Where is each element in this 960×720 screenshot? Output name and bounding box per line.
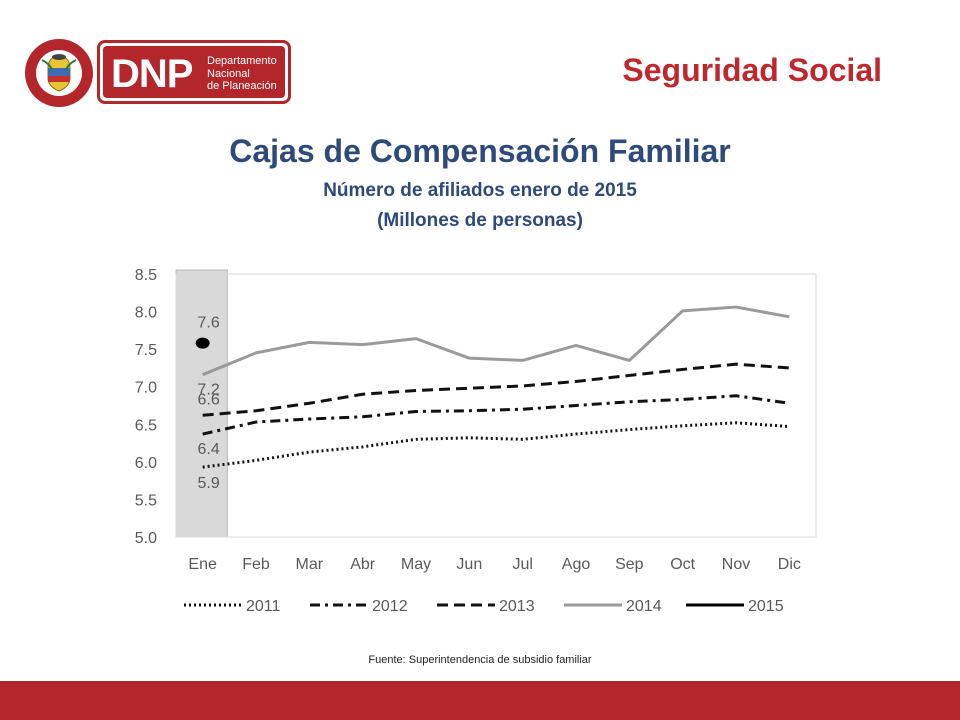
series-line-2011: [202, 421, 790, 469]
series-point-2015: [195, 337, 210, 349]
highlight-band: [175, 269, 228, 538]
y-tick-label: 7.0: [135, 380, 157, 397]
x-tick-label: Sep: [615, 556, 644, 573]
plot-frame: [175, 273, 817, 538]
legend-label: 2011: [246, 598, 281, 615]
x-tick-label: May: [401, 556, 431, 573]
series-line-2012: [202, 394, 790, 436]
x-tick-label: Jun: [456, 556, 482, 573]
brand-name-line: Departamento: [207, 55, 277, 67]
x-tick-label: Feb: [242, 556, 270, 573]
y-tick-label: 5.5: [135, 492, 157, 509]
series-line-2013: [202, 362, 790, 417]
legend-label: 2012: [372, 598, 408, 615]
y-tick-label: 6.5: [135, 417, 157, 434]
source-note: Fuente: Superintendencia de subsidio fam…: [368, 654, 592, 666]
dnp-logo: DNP Departamento Nacional de Planeación: [24, 38, 292, 108]
y-tick-label: 8.0: [135, 305, 157, 322]
footer-bar: [0, 681, 960, 720]
x-tick-label: Dic: [778, 556, 801, 573]
chart-title: Cajas de Compensación Familiar: [229, 133, 731, 169]
legend-label: 2013: [499, 598, 535, 615]
series-line-2014: [202, 305, 790, 377]
brand-name-line: Nacional: [207, 67, 250, 80]
y-tick-label: 6.0: [135, 455, 157, 472]
x-tick-label: Abr: [350, 556, 376, 573]
x-tick-label: Oct: [670, 556, 695, 573]
y-tick-label: 5.0: [135, 530, 157, 547]
chart-subtitle: Número de afiliados enero de 2015: [323, 180, 637, 201]
data-label: 7.6: [198, 315, 220, 332]
x-tick-label: Ago: [562, 556, 591, 573]
brand-name: Departamento Nacional de Planeación: [207, 55, 287, 93]
y-tick-label: 8.5: [135, 267, 157, 284]
brand-acronym: DNP: [111, 52, 193, 96]
chart-units: (Millones de personas): [377, 210, 583, 231]
data-label: 6.6: [198, 391, 220, 408]
colombia-seal-icon: [25, 39, 93, 107]
brand-box: DNP Departamento Nacional de Planeación: [97, 40, 291, 104]
legend-label: 2014: [626, 598, 662, 615]
x-tick-label: Nov: [722, 556, 750, 573]
x-tick-label: Mar: [296, 556, 324, 573]
legend-label: 2015: [748, 598, 784, 615]
x-tick-label: Jul: [512, 556, 532, 573]
brand-name-line: de Planeación: [207, 80, 277, 92]
data-label: 5.9: [198, 475, 220, 492]
section-title: Seguridad Social: [622, 52, 882, 88]
x-tick-label: Ene: [188, 556, 217, 573]
y-tick-label: 7.5: [135, 342, 157, 359]
data-label: 7.2: [198, 382, 220, 399]
data-label: 6.4: [198, 441, 220, 458]
